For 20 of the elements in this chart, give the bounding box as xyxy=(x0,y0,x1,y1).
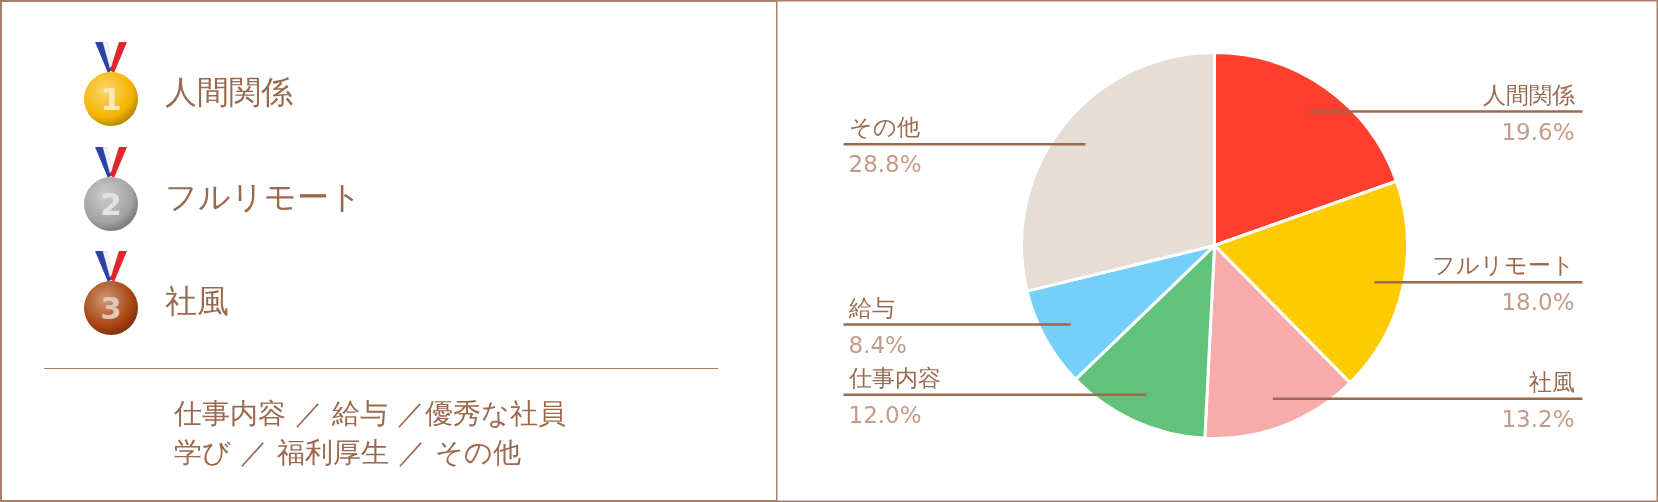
category-label: 社風 xyxy=(165,281,229,322)
data-label: 8.4% xyxy=(848,331,907,358)
category-label: 人間関係 xyxy=(165,72,293,113)
slice-label: その他 xyxy=(848,114,920,141)
data-label: 28.8% xyxy=(848,151,922,178)
data-label: 18.0% xyxy=(1501,289,1575,316)
slice-label: フルリモート xyxy=(1431,252,1575,279)
data-label: 13.2% xyxy=(1501,405,1575,432)
data-label: 12.0% xyxy=(848,401,922,428)
slice-label: 社風 xyxy=(1528,368,1575,395)
slice-label: 人間関係 xyxy=(1482,81,1575,108)
data-label: 3 xyxy=(99,289,123,328)
text: 学び ／ 福利厚生 ／ その他 xyxy=(174,435,521,471)
data-label: 1 xyxy=(99,80,123,119)
category-label: フルリモート xyxy=(165,177,362,218)
data-label: 2 xyxy=(99,185,123,224)
slice-label: 給与 xyxy=(847,294,895,321)
slice-label: 仕事内容 xyxy=(847,364,941,391)
data-label: 19.6% xyxy=(1501,118,1575,145)
text: 仕事内容 ／ 給与 ／優秀な社員 xyxy=(174,396,566,432)
